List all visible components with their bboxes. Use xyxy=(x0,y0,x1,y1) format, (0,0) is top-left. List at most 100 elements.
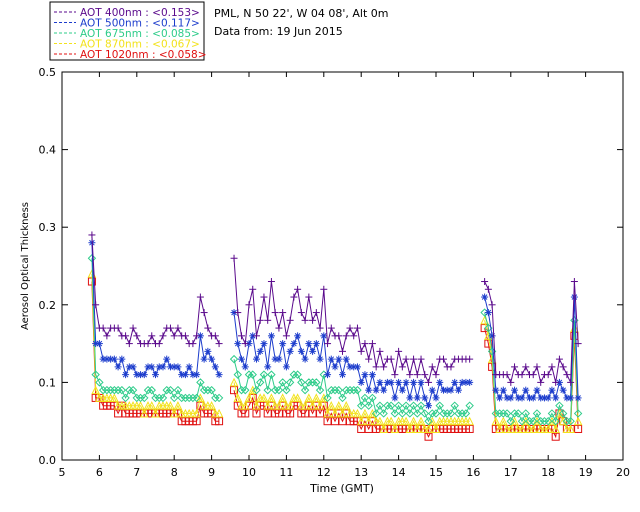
data-point xyxy=(315,401,325,410)
data-point xyxy=(312,340,320,348)
data-point xyxy=(267,393,276,402)
data-point xyxy=(548,386,556,394)
data-point xyxy=(199,385,209,395)
data-point xyxy=(413,394,421,402)
data-point xyxy=(293,370,302,379)
data-point xyxy=(491,416,501,426)
data-point xyxy=(327,355,335,363)
data-point xyxy=(309,347,317,355)
legend-label: AOT 400nm : <0.153> xyxy=(80,7,200,19)
data-point xyxy=(166,401,175,410)
x-tick-label: 17 xyxy=(504,466,518,479)
data-point xyxy=(208,355,216,363)
data-point xyxy=(203,385,213,395)
data-point xyxy=(368,393,377,403)
data-point xyxy=(410,378,418,386)
data-point xyxy=(338,393,347,403)
data-point xyxy=(427,416,437,426)
data-point xyxy=(275,355,283,363)
data-point xyxy=(517,424,527,433)
data-point xyxy=(559,386,567,394)
x-tick-label: 16 xyxy=(466,466,480,479)
data-point xyxy=(398,386,406,394)
data-point xyxy=(573,409,583,418)
data-point xyxy=(267,332,275,340)
x-tick-label: 18 xyxy=(541,466,555,479)
data-point xyxy=(402,355,410,363)
data-point xyxy=(278,393,287,402)
data-point xyxy=(481,278,489,286)
data-point xyxy=(371,409,381,418)
data-point xyxy=(552,378,560,386)
data-point xyxy=(305,340,313,348)
data-point xyxy=(356,401,366,410)
data-point xyxy=(390,424,400,433)
data-point xyxy=(140,371,148,379)
data-point xyxy=(457,409,467,418)
data-point xyxy=(263,401,273,410)
data-point xyxy=(248,370,257,379)
data-point xyxy=(365,386,373,394)
data-point xyxy=(368,371,376,379)
data-point xyxy=(436,378,444,386)
data-point xyxy=(346,324,354,332)
data-point xyxy=(136,393,145,403)
data-point xyxy=(162,385,171,395)
data-point xyxy=(110,385,119,395)
data-point xyxy=(529,416,538,426)
data-point xyxy=(293,393,302,402)
data-point xyxy=(499,416,508,426)
data-point xyxy=(308,378,317,387)
data-point xyxy=(297,378,306,387)
data-point xyxy=(353,363,361,371)
data-point xyxy=(387,378,395,386)
data-point xyxy=(555,355,563,363)
data-point xyxy=(506,416,516,426)
data-point xyxy=(398,363,406,371)
data-point xyxy=(163,355,171,363)
data-point xyxy=(200,355,208,363)
data-point xyxy=(342,355,350,363)
data-point xyxy=(316,409,325,418)
data-point xyxy=(98,385,108,395)
data-point xyxy=(335,332,343,340)
data-point xyxy=(372,386,380,394)
data-point xyxy=(499,386,507,394)
data-point xyxy=(151,393,160,403)
data-point xyxy=(562,416,572,426)
data-point xyxy=(159,332,167,340)
data-point xyxy=(495,424,504,433)
data-point xyxy=(155,340,163,348)
data-point xyxy=(155,393,164,403)
data-point xyxy=(316,355,324,363)
data-point xyxy=(495,409,504,418)
data-point xyxy=(196,293,204,301)
data-point xyxy=(342,332,350,340)
data-point xyxy=(559,363,567,371)
data-point xyxy=(92,301,100,309)
data-point xyxy=(133,332,141,340)
series-3 xyxy=(87,269,583,433)
data-point xyxy=(248,385,258,395)
data-point xyxy=(229,354,239,364)
data-point xyxy=(383,401,392,410)
data-point xyxy=(252,385,261,395)
data-point xyxy=(379,409,388,418)
data-point xyxy=(323,393,332,403)
data-point xyxy=(532,409,542,418)
data-point xyxy=(558,416,568,426)
data-point xyxy=(428,363,436,371)
data-point xyxy=(424,432,433,441)
data-point xyxy=(184,393,194,403)
data-point xyxy=(264,316,272,324)
data-point xyxy=(410,355,418,363)
legend: AOT 400nm : <0.153>AOT 500nm : <0.117>AO… xyxy=(54,7,207,61)
data-point xyxy=(136,401,145,410)
data-point xyxy=(196,393,205,402)
data-point xyxy=(424,424,433,433)
data-point xyxy=(275,324,283,332)
data-point xyxy=(446,409,456,418)
data-point xyxy=(425,402,433,410)
data-point xyxy=(398,409,407,418)
y-tick-label: 0.4 xyxy=(39,144,57,157)
